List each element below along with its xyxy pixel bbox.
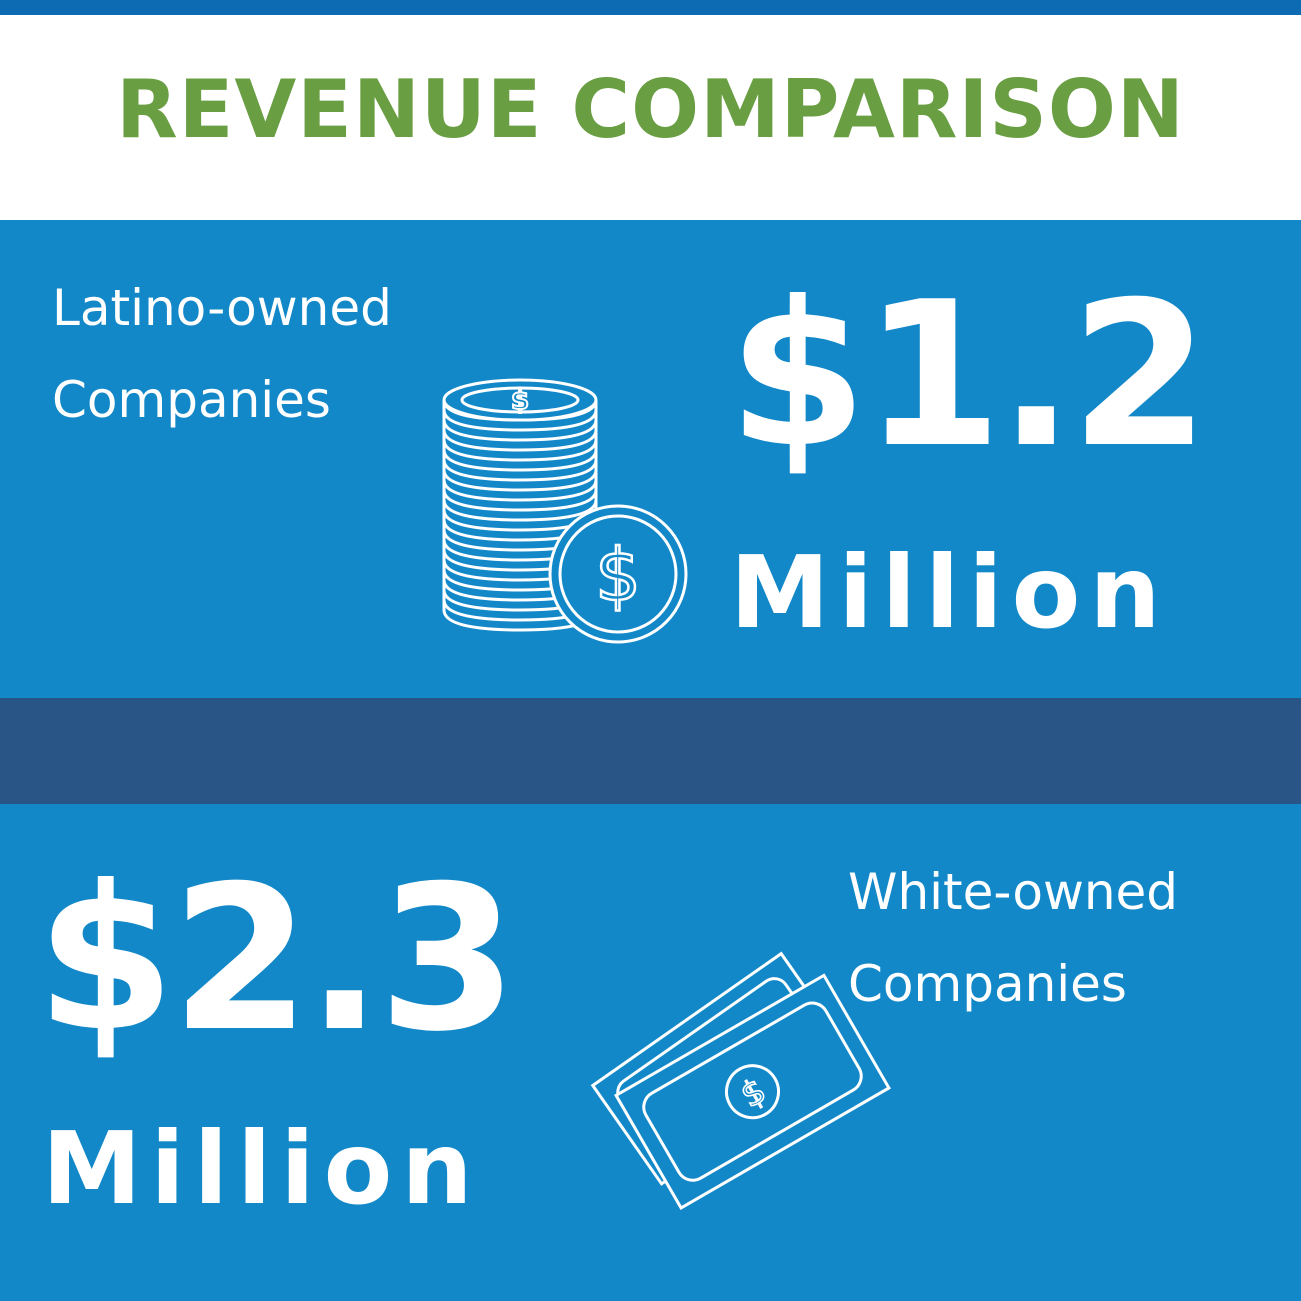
svg-text:$: $ (511, 386, 529, 416)
latino-revenue-panel: Latino-owned Companies $ $ $1.2 Million (0, 220, 1301, 698)
latino-companies-label: Latino-owned Companies (52, 279, 392, 429)
latino-revenue-amount: $1.2 (728, 259, 1209, 492)
white-companies-label: White-owned Companies (848, 863, 1179, 1013)
section-divider (0, 698, 1301, 804)
latino-revenue-unit: Million (730, 534, 1170, 651)
banknotes-icon: $ (590, 951, 891, 1211)
white-revenue-amount: $2.3 (36, 843, 517, 1076)
page-title: REVENUE COMPARISON (116, 63, 1185, 156)
svg-text:$: $ (595, 533, 641, 617)
white-revenue-panel: $2.3 Million $ White-owned Companies (0, 804, 1301, 1301)
white-revenue-unit: Million (42, 1110, 482, 1227)
coin-stack-icon: $ $ (442, 378, 688, 644)
top-accent-bar (0, 0, 1301, 15)
